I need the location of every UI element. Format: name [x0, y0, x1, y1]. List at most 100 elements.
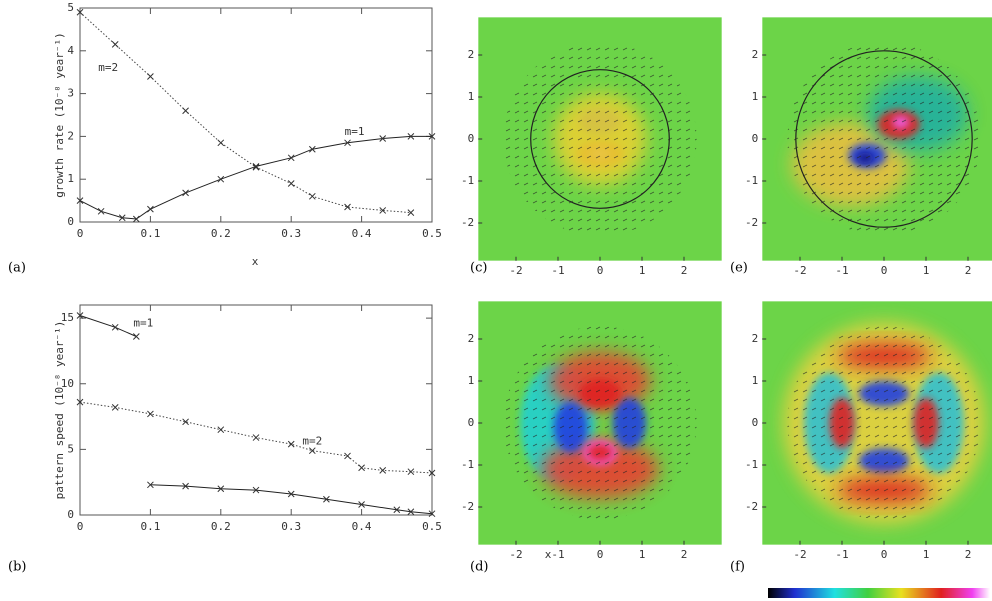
- data-point: [428, 133, 436, 140]
- data-point: [344, 139, 351, 147]
- y-tick-label: -2: [461, 216, 474, 229]
- y-tick-label: 5: [67, 1, 74, 14]
- data-point: [217, 139, 225, 147]
- data-point: [252, 486, 260, 494]
- data-point: [287, 154, 295, 162]
- data-point: [308, 145, 316, 153]
- x-tick-label: -1: [835, 548, 848, 561]
- y-tick-label: 1: [752, 374, 759, 387]
- series-line: [79, 135, 432, 220]
- data-point: [308, 192, 316, 200]
- data-point: [379, 207, 387, 214]
- x-tick-label: 0.5: [422, 520, 442, 533]
- colorbar: [768, 588, 990, 598]
- plot-frame: [79, 7, 433, 223]
- data-point: [111, 323, 119, 331]
- velocity-field: [787, 42, 981, 236]
- data-point: [182, 189, 189, 197]
- data-point: [428, 469, 436, 477]
- data-point: [76, 398, 84, 406]
- y-tick-label: 5: [67, 442, 74, 455]
- data-point: [358, 501, 365, 508]
- data-point: [76, 8, 84, 16]
- series-label: m=1: [345, 125, 365, 138]
- map-panel: [478, 17, 722, 261]
- data-point: [76, 197, 84, 204]
- x-tick-label: -2: [793, 548, 806, 561]
- y-tick-label: -2: [745, 500, 758, 513]
- data-point: [344, 203, 351, 211]
- data-point: [428, 510, 436, 518]
- y-axis-label: growth rate (10⁻⁸ year⁻¹): [53, 32, 66, 198]
- data-point: [147, 410, 154, 418]
- panel-label: (f): [730, 560, 745, 575]
- y-tick-label: 0: [67, 508, 74, 521]
- data-point: [407, 209, 415, 216]
- x-tick-label: -1: [551, 264, 564, 277]
- y-tick-label: 0: [752, 132, 759, 145]
- data-point: [182, 418, 189, 426]
- series-label: m=1: [133, 316, 153, 329]
- x-tick-label: 0.4: [352, 520, 372, 533]
- x-tick-label: 2: [965, 264, 972, 277]
- x-tick-label: 0.1: [140, 520, 160, 533]
- y-tick-label: -2: [745, 216, 758, 229]
- x-tick-label: -1: [835, 264, 848, 277]
- map-image: [762, 17, 992, 261]
- boundary-circle: [795, 50, 973, 228]
- data-point: [379, 467, 387, 474]
- data-point: [252, 163, 260, 170]
- x-tick-label: 0.5: [422, 227, 442, 240]
- x-axis-label: x: [545, 548, 552, 561]
- plot-frame: [79, 304, 433, 516]
- data-point: [379, 135, 387, 142]
- y-tick-label: 2: [468, 332, 475, 345]
- y-tick-label: -1: [461, 174, 474, 187]
- x-tick-label: 0.4: [352, 227, 372, 240]
- y-tick-label: 1: [468, 90, 475, 103]
- data-point: [393, 506, 401, 514]
- y-tick-label: 0: [468, 416, 475, 429]
- data-point: [147, 205, 154, 213]
- data-point: [182, 482, 189, 490]
- data-point: [252, 163, 260, 171]
- data-point: [132, 333, 140, 340]
- data-point: [358, 464, 365, 472]
- x-tick-label: 0.3: [281, 520, 301, 533]
- x-tick-label: 1: [639, 264, 646, 277]
- data-point: [182, 107, 189, 115]
- series-label: m=2: [302, 435, 322, 448]
- map-panel: [762, 301, 992, 545]
- x-tick-label: 0.2: [211, 520, 231, 533]
- y-axis-label: pattern speed (10⁻⁸ year⁻¹): [53, 321, 66, 500]
- x-tick-label: 0: [881, 264, 888, 277]
- y-tick-label: 1: [468, 374, 475, 387]
- x-tick-label: -2: [509, 264, 522, 277]
- y-tick-label: 15: [61, 311, 74, 324]
- data-point: [407, 508, 415, 516]
- map-panel: [762, 17, 992, 261]
- data-point: [407, 468, 415, 476]
- x-tick-label: 0.2: [211, 227, 231, 240]
- y-tick-label: 1: [752, 90, 759, 103]
- x-tick-label: 1: [639, 548, 646, 561]
- data-point: [323, 495, 330, 503]
- map-image: [478, 17, 722, 261]
- x-tick-label: 0: [881, 548, 888, 561]
- y-tick-label: -1: [745, 458, 758, 471]
- velocity-field: [503, 42, 697, 236]
- y-tick-label: -1: [745, 174, 758, 187]
- x-tick-label: -2: [793, 264, 806, 277]
- data-point: [344, 452, 351, 460]
- data-point: [217, 175, 225, 183]
- data-point: [111, 404, 119, 411]
- panel-label: (e): [730, 261, 748, 276]
- data-point: [217, 485, 225, 493]
- y-tick-label: -1: [461, 458, 474, 471]
- data-point: [147, 73, 154, 80]
- y-tick-label: -2: [461, 500, 474, 513]
- data-point: [407, 133, 415, 140]
- data-point: [132, 215, 140, 223]
- data-point: [287, 440, 295, 448]
